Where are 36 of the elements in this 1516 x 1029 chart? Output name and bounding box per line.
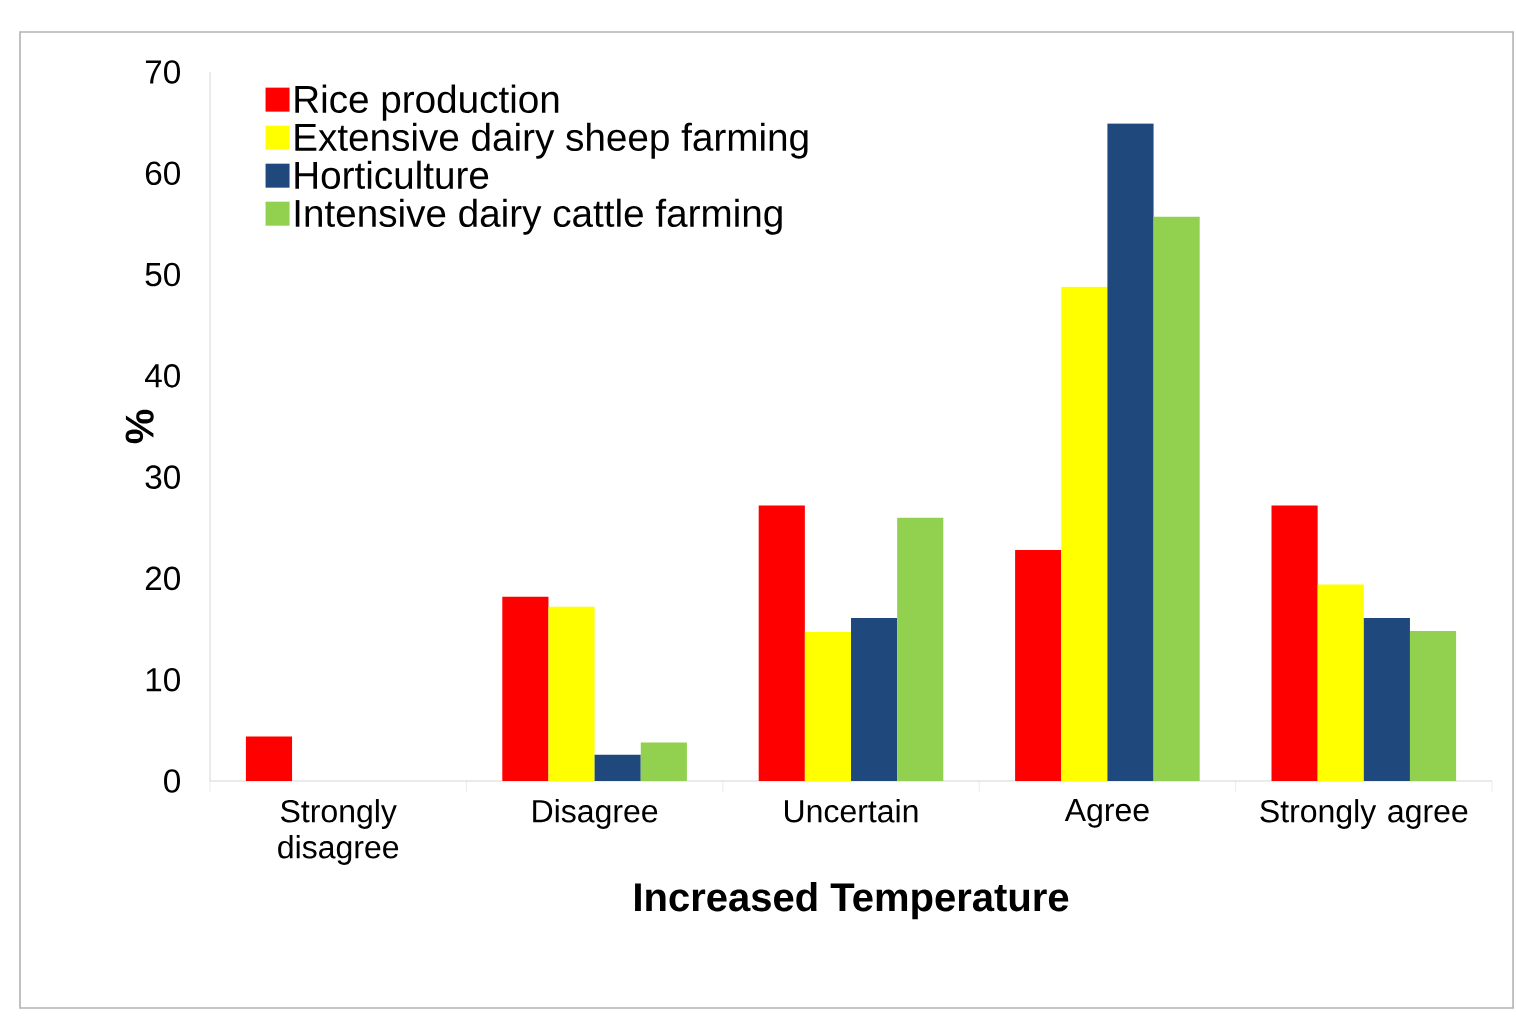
- x-tick-label: Uncertain: [785, 799, 918, 823]
- x-tick-label: Strongly disagree: [278, 799, 399, 865]
- bar: [1363, 617, 1410, 781]
- y-tick-label: 0: [164, 769, 180, 793]
- x-tick-label: Disagree: [533, 799, 658, 829]
- bar: [804, 632, 852, 781]
- y-tick-label: 10: [146, 667, 180, 692]
- y-tick-label: 70: [145, 60, 180, 84]
- bar: [1153, 216, 1200, 781]
- bar: [594, 754, 641, 781]
- y-tick-label: 60: [145, 161, 180, 186]
- bar: [1317, 584, 1364, 781]
- bar: [1061, 286, 1108, 781]
- x-axis-title: Increased Temperature: [635, 882, 1069, 920]
- y-tick-label: 50: [145, 262, 180, 287]
- bar: [851, 617, 898, 781]
- bar: [502, 596, 549, 781]
- bar: [758, 505, 805, 781]
- y-axis-title: %: [125, 409, 154, 444]
- legend-label: Rice production: [295, 84, 559, 121]
- x-tick-label: Strongly agree: [1260, 799, 1468, 829]
- bar: [1107, 123, 1154, 781]
- y-tick-label: 40: [144, 364, 180, 388]
- bar: [1409, 631, 1457, 781]
- legend-label: Horticulture: [295, 160, 489, 190]
- legend-label: Intensive dairy cattle farming: [295, 198, 782, 235]
- bar: [1015, 550, 1062, 781]
- bar: [1271, 505, 1318, 781]
- x-tick-label: Agree: [1064, 799, 1149, 828]
- bar: [245, 736, 293, 781]
- y-tick-label: 30: [145, 465, 180, 489]
- legend-label: Extensive dairy sheep farming: [295, 122, 808, 159]
- bar: [548, 606, 595, 781]
- bar: [897, 517, 944, 781]
- y-tick-label: 20: [145, 566, 180, 591]
- bar: [640, 742, 687, 781]
